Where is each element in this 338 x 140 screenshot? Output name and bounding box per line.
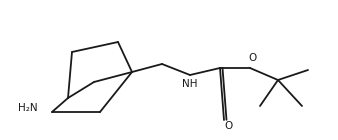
Text: NH: NH	[182, 79, 198, 89]
Text: O: O	[248, 53, 256, 63]
Text: O: O	[224, 121, 232, 131]
Text: H₂N: H₂N	[18, 103, 38, 113]
